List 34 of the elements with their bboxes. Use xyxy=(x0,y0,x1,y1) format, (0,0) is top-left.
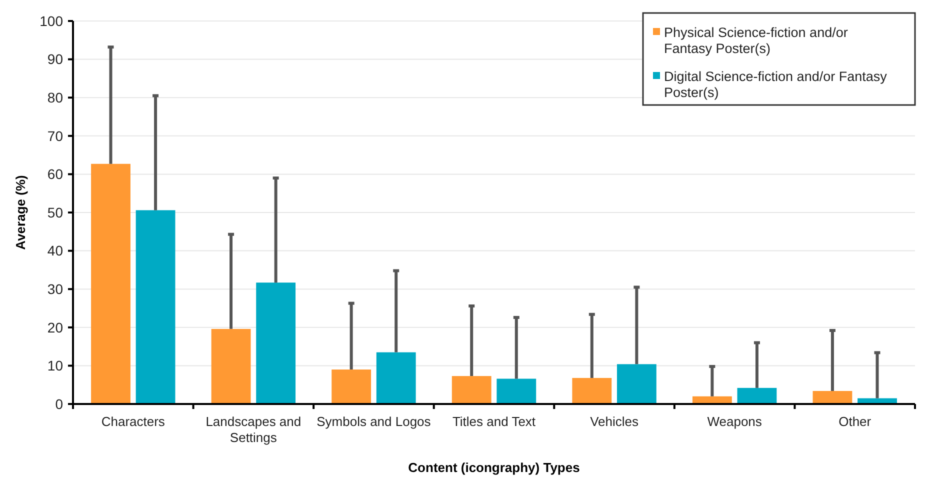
x-tick-label: Other xyxy=(838,414,872,429)
y-tick-label: 10 xyxy=(47,358,64,374)
y-tick-label: 0 xyxy=(55,396,64,412)
y-tick-label: 90 xyxy=(47,51,64,68)
bar xyxy=(256,282,296,404)
bar xyxy=(496,378,536,404)
bar xyxy=(572,378,612,404)
x-axis-title: Content (icongraphy) Types xyxy=(408,460,580,475)
y-tick-label: 40 xyxy=(47,242,64,259)
bar xyxy=(376,352,416,404)
x-tick-label: Landscapes and Settings xyxy=(206,414,302,445)
y-tick-label: 50 xyxy=(47,204,64,220)
y-tick-label: 20 xyxy=(47,319,64,336)
bar xyxy=(211,328,251,404)
bar xyxy=(91,164,130,404)
bar xyxy=(812,390,852,404)
bar xyxy=(332,370,372,404)
x-tick-label: Symbols and Logos xyxy=(316,414,432,429)
bar xyxy=(616,364,656,404)
y-tick-label: 100 xyxy=(40,12,64,29)
legend-label: Physical Science-fiction and/or Fantasy Poster(s) xyxy=(664,25,848,56)
y-tick-label: 70 xyxy=(47,128,64,144)
x-tick-label: Weapons xyxy=(707,414,762,429)
bar xyxy=(452,376,492,404)
y-tick-label: 30 xyxy=(47,281,64,297)
y-tick-label: 80 xyxy=(47,90,64,106)
x-tick-label: Characters xyxy=(101,414,166,429)
x-tick-label: Titles and Text xyxy=(452,414,536,429)
legend-label: Digital Science-fiction and/or Fantasy Poster(s) xyxy=(664,69,888,100)
y-tick-label: 60 xyxy=(47,166,64,182)
bar xyxy=(737,388,777,404)
y-axis-title: Average (%) xyxy=(13,175,28,250)
x-tick-label: Vehicles xyxy=(590,414,639,429)
bar xyxy=(136,210,176,404)
